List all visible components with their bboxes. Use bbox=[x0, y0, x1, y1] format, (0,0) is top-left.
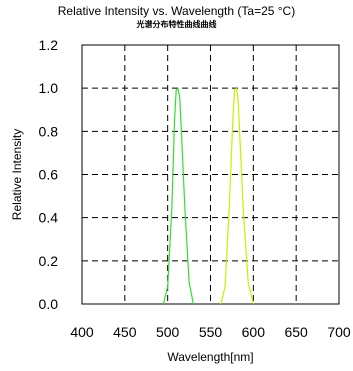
x-tick-label: 400 bbox=[70, 324, 94, 340]
y-tick-label: 1.2 bbox=[39, 37, 59, 53]
x-tick-label: 600 bbox=[242, 324, 266, 340]
x-tick-label: 650 bbox=[284, 324, 308, 340]
x-tick-labels: 400 450 500 550 600 650 700 bbox=[70, 324, 351, 340]
x-tick-label: 550 bbox=[199, 324, 223, 340]
series-line-1 bbox=[162, 87, 194, 305]
x-tick-label: 500 bbox=[156, 324, 180, 340]
x-tick-label: 700 bbox=[327, 324, 351, 340]
chart-subtitle: 光谱分布特性曲线曲线 bbox=[136, 20, 217, 29]
grid-lines bbox=[82, 45, 339, 304]
y-tick-labels: 0.0 0.2 0.4 0.6 0.8 1.0 1.2 bbox=[39, 37, 59, 312]
y-tick-label: 0.6 bbox=[39, 167, 59, 183]
chart-title: Relative Intensity vs. Wavelength (Ta=25… bbox=[57, 4, 296, 18]
y-tick-label: 0.2 bbox=[39, 253, 59, 269]
y-tick-label: 0.4 bbox=[39, 210, 59, 226]
x-tick-label: 450 bbox=[113, 324, 137, 340]
x-axis-label: Wavelength[nm] bbox=[167, 350, 253, 364]
plot-frame bbox=[81, 44, 340, 305]
y-tick-label: 1.0 bbox=[39, 80, 59, 96]
y-axis-label: Relative Intensity bbox=[10, 129, 24, 220]
series-line-2 bbox=[220, 87, 254, 305]
series-group bbox=[162, 87, 254, 305]
y-tick-label: 0.8 bbox=[39, 123, 59, 139]
y-tick-label: 0.0 bbox=[39, 296, 59, 312]
